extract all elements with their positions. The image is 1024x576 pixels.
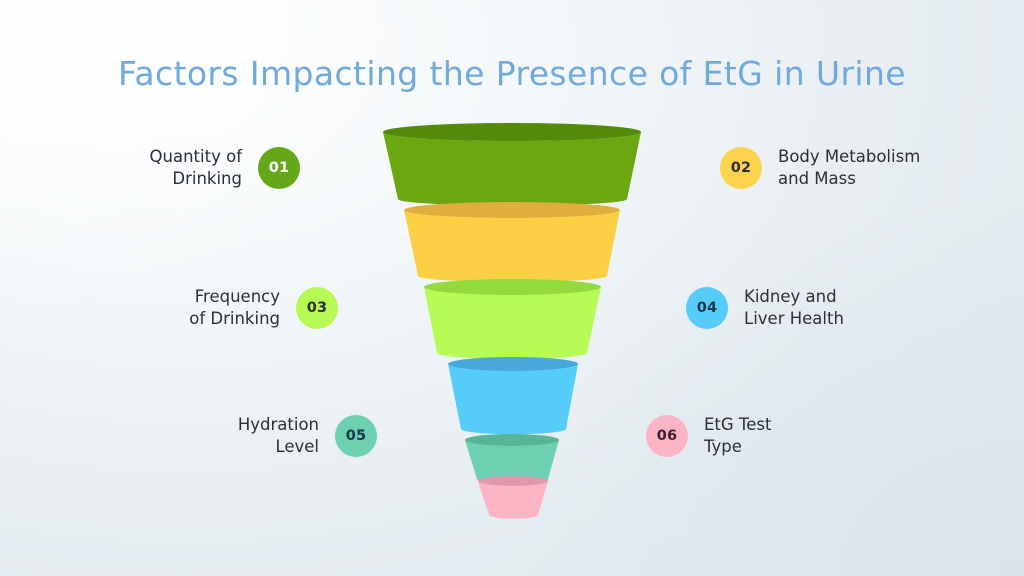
funnel-item-03[interactable]: Frequency of Drinking 03 (128, 286, 338, 330)
funnel-segment-6-rim (478, 476, 548, 486)
funnel-segment-5-rim (465, 434, 559, 446)
funnel-item-04-badge: 04 (686, 286, 728, 329)
funnel-item-03-label: Frequency of Drinking (189, 287, 280, 328)
funnel-segment-4 (448, 357, 578, 435)
funnel-item-05-label: Hydration Level (237, 415, 319, 456)
funnel-segment-6 (478, 476, 548, 519)
funnel-item-01-badge: 01 (258, 146, 300, 189)
funnel-segment-4-rim (448, 357, 578, 371)
funnel-item-02-label: Body Metabolism and Mass (778, 147, 921, 188)
funnel-item-01[interactable]: Quantity of Drinking 01 (90, 146, 300, 190)
funnel-segment-2-rim (404, 202, 620, 218)
funnel-segment-1-rim (383, 123, 641, 141)
funnel-item-01-label: Quantity of Drinking (149, 147, 242, 188)
funnel-item-02-badge: 02 (720, 146, 762, 189)
funnel-segment-1-body (383, 132, 641, 206)
funnel-item-06-number: 06 (656, 427, 678, 444)
funnel-segment-5-body (465, 440, 559, 484)
funnel-item-03-badge: 03 (296, 286, 338, 329)
funnel-item-05-badge: 05 (335, 414, 377, 457)
funnel-segment-3-body (424, 287, 601, 359)
funnel-item-01-number: 01 (268, 159, 290, 176)
funnel-segment-2-body (404, 210, 620, 282)
funnel-segment-4-body (448, 364, 578, 435)
funnel-item-06-label: EtG Test Type (704, 415, 772, 456)
page-title: Factors Impacting the Presence of EtG in… (117, 54, 907, 93)
funnel-segment-3-rim (424, 279, 601, 295)
funnel-item-04-label: Kidney and Liver Health (744, 287, 844, 328)
funnel-item-02-number: 02 (730, 159, 752, 176)
funnel-item-04[interactable]: 04 Kidney and Liver Health (686, 286, 976, 330)
funnel-segment-1 (383, 123, 641, 206)
funnel-item-03-number: 03 (306, 299, 328, 316)
funnel-segment-6-body (478, 481, 548, 519)
funnel-segment-5 (465, 434, 559, 484)
funnel-item-04-number: 04 (696, 299, 718, 316)
funnel-item-06[interactable]: 06 EtG Test Type (646, 414, 936, 458)
funnel-item-05-number: 05 (345, 427, 367, 444)
funnel-segment-2 (404, 202, 620, 282)
funnel-segment-3 (424, 279, 601, 359)
funnel-item-02[interactable]: 02 Body Metabolism and Mass (720, 146, 1010, 190)
funnel-item-05[interactable]: Hydration Level 05 (174, 414, 377, 458)
funnel-item-06-badge: 06 (646, 414, 688, 457)
